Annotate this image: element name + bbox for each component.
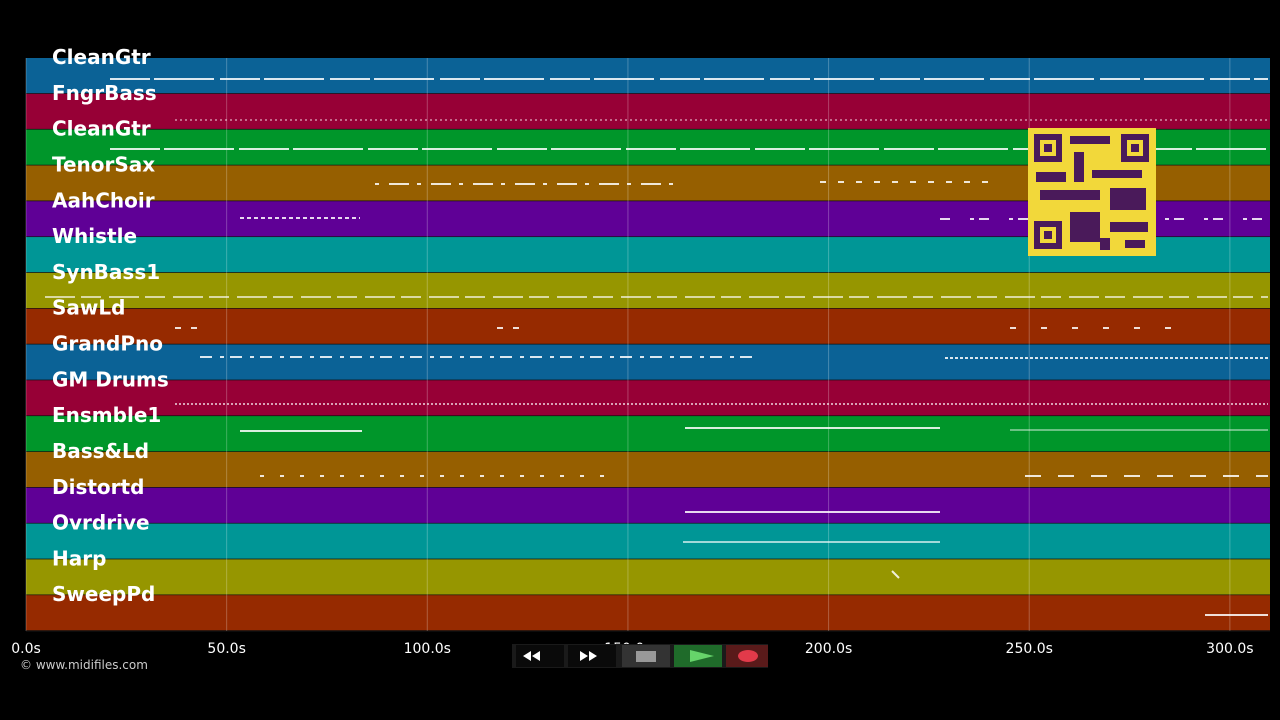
x-tick-label: 200.0s [805,641,852,657]
track-label: GrandPno [52,332,163,356]
track-band [26,416,1270,452]
track-label: Bass&Ld [52,439,149,463]
x-tick-label: 0.0s [11,641,41,657]
record-button[interactable] [726,645,768,667]
track-label: SynBass1 [52,260,160,284]
track-band [26,93,1270,130]
track-label: CleanGtr [52,117,151,141]
x-tick-label: 50.0s [207,641,245,657]
track-band [26,272,1270,309]
track-label: FngrBass [52,81,157,105]
x-tick-label: 250.0s [1006,641,1053,657]
track-label: GM Drums [52,367,169,391]
track-band [26,58,1270,94]
track-label: TenorSax [52,152,155,176]
track-band [26,308,1270,345]
track-label: SweepPd [52,582,155,606]
track-band [26,380,1270,417]
transport-controls [512,644,768,668]
rewind-button[interactable] [516,645,564,667]
x-tick-label: 100.0s [404,641,451,657]
track-band [26,595,1270,631]
track-label: SawLd [52,296,125,320]
track-band [26,344,1270,381]
notes [45,78,1268,616]
track-label: Distortd [52,475,144,499]
stop-button[interactable] [622,645,670,667]
track-label: Whistle [52,224,137,248]
track-band [26,559,1270,596]
track-label: CleanGtr [52,45,151,69]
x-tick-label: 300.0s [1206,641,1253,657]
track-band [26,451,1270,488]
fast-forward-button[interactable] [568,645,616,667]
play-button[interactable] [674,645,722,667]
track-band [26,523,1270,560]
track-band [26,487,1270,524]
track-label: AahChoir [52,188,155,212]
footer-credit: © www.midifiles.com [20,658,148,672]
track-label: Ensmble1 [52,403,161,427]
track-label: Ovrdrive [52,511,150,535]
qr-code [1028,128,1156,256]
track-label: Harp [52,546,106,570]
track-labels: CleanGtr FngrBass CleanGtr TenorSax AahChoir… [52,45,169,606]
